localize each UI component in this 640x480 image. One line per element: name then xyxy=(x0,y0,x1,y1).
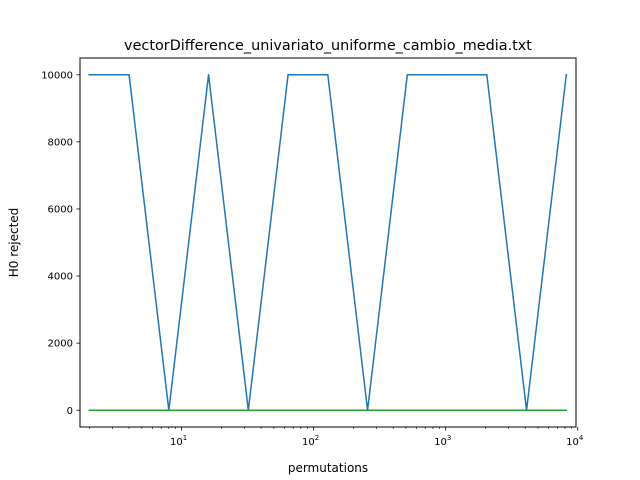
series-1-point xyxy=(327,73,329,76)
y-tick-label: 2000 xyxy=(48,339,73,350)
series-1-line xyxy=(88,73,568,411)
series-2-point xyxy=(366,409,369,412)
y-tick-label: 4000 xyxy=(48,272,73,283)
series-2-point xyxy=(207,409,210,412)
series-2-point xyxy=(486,409,488,412)
series-2-point xyxy=(327,409,329,412)
series-2-point xyxy=(406,409,409,412)
series-2-point xyxy=(565,409,568,412)
series-2-point xyxy=(247,409,250,412)
plot-lines xyxy=(88,73,568,412)
y-tick-label: 10000 xyxy=(41,70,73,81)
y-tick-label: 8000 xyxy=(48,137,73,148)
series-1-point xyxy=(128,73,130,76)
x-tick-label: 102 xyxy=(302,434,319,448)
y-axis-label: H0 rejected xyxy=(7,208,21,278)
x-axis-label: permutations xyxy=(288,461,368,475)
x-tick-label: 103 xyxy=(434,434,451,448)
series-1-point xyxy=(207,73,210,76)
x-tick-label: 104 xyxy=(566,434,584,448)
series-2-point xyxy=(128,409,130,412)
series-2-point xyxy=(525,409,528,412)
series-2-point xyxy=(446,409,448,412)
x-axis-ticks: 101 102 103 104 xyxy=(89,427,584,448)
series-1-point xyxy=(88,73,91,76)
series-1-point xyxy=(406,73,409,76)
chart-title: vectorDifference_univariato_uniforme_cam… xyxy=(124,38,532,54)
series-1-point xyxy=(486,73,488,76)
plot-frame xyxy=(79,57,577,428)
series-1-point xyxy=(446,73,448,76)
series-2-point xyxy=(287,409,289,412)
series-2-point xyxy=(88,409,91,412)
x-tick-label: 101 xyxy=(170,434,187,448)
y-tick-label: 6000 xyxy=(48,205,73,216)
series-1-point xyxy=(565,73,568,76)
y-axis-ticks: 0 2000 4000 6000 8000 10000 xyxy=(41,70,80,417)
y-tick-label: 0 xyxy=(67,406,73,417)
series-1-point xyxy=(287,73,289,76)
series-2-point xyxy=(168,409,170,412)
